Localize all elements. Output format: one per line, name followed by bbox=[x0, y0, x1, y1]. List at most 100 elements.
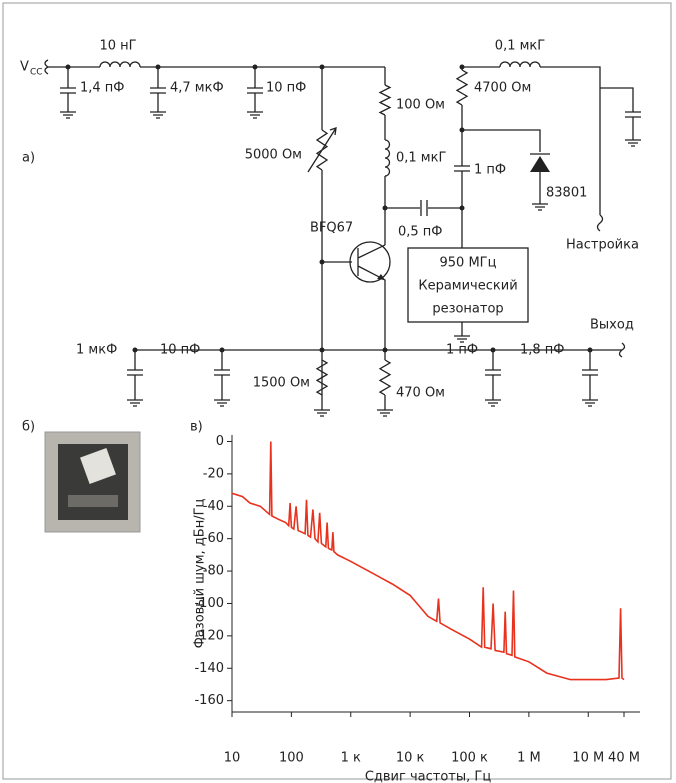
label: Настройка bbox=[566, 238, 639, 253]
ground bbox=[582, 394, 598, 407]
x-tick-label: 10 к bbox=[396, 751, 425, 766]
y-tick-label: -160 bbox=[194, 693, 224, 708]
capacitor bbox=[420, 200, 428, 216]
x-tick-label: 10 М bbox=[572, 751, 604, 766]
label: 0,1 мкГ bbox=[495, 39, 545, 54]
y-tick-label: -60 bbox=[203, 531, 224, 546]
ground bbox=[150, 106, 166, 119]
emitter-arrow bbox=[377, 274, 385, 280]
vcc-sub: CC bbox=[30, 68, 43, 78]
ground bbox=[625, 134, 641, 147]
ground bbox=[314, 404, 330, 417]
squiggle bbox=[596, 214, 604, 232]
label: 5000 Ом bbox=[245, 148, 302, 163]
y-tick-label: -140 bbox=[194, 661, 224, 676]
x-tick-label: 100 bbox=[279, 751, 304, 766]
photo bbox=[44, 431, 141, 533]
wire bbox=[600, 87, 634, 134]
inductor bbox=[99, 61, 141, 68]
ground bbox=[214, 394, 230, 407]
junction bbox=[132, 347, 138, 353]
label: 1 мкФ bbox=[76, 343, 117, 358]
label: 100 Ом bbox=[396, 98, 445, 113]
label: 0,5 пФ bbox=[398, 225, 443, 240]
label: 10 пФ bbox=[266, 81, 306, 96]
label: Выход bbox=[590, 318, 634, 333]
y-tick-label: -100 bbox=[194, 596, 224, 611]
resistor bbox=[315, 359, 329, 396]
resistor bbox=[455, 69, 469, 106]
resistor bbox=[378, 359, 392, 396]
label: 1500 Ом bbox=[253, 376, 310, 391]
y-tick-label: 0 bbox=[216, 434, 224, 449]
ground bbox=[60, 106, 76, 119]
label: 4,7 мкФ bbox=[170, 81, 224, 96]
diode bbox=[530, 156, 550, 172]
wire bbox=[462, 66, 601, 215]
capacitor bbox=[454, 165, 470, 172]
capacitor bbox=[127, 369, 143, 376]
label: 83801 bbox=[546, 186, 587, 201]
ground bbox=[485, 394, 501, 407]
capacitor bbox=[582, 369, 598, 376]
junction bbox=[490, 347, 496, 353]
vcc: V bbox=[20, 60, 29, 75]
panel-label: а) bbox=[22, 151, 35, 166]
label: 10 нГ bbox=[99, 39, 136, 54]
photo-label: б) bbox=[22, 420, 35, 435]
label: Керамический bbox=[418, 279, 517, 294]
label: 470 Ом bbox=[396, 386, 445, 401]
y-tick-label: -120 bbox=[194, 628, 224, 643]
label: 0,1 мкГ bbox=[396, 151, 446, 166]
photo-part bbox=[68, 495, 118, 507]
photo-resonator bbox=[80, 448, 116, 484]
x-tick-label: 1 к bbox=[341, 751, 361, 766]
wire bbox=[462, 129, 541, 198]
x-tick-label: 100 к bbox=[451, 751, 488, 766]
junction bbox=[587, 347, 593, 353]
y-axis-label: Фазовый шум, дБн/Гц bbox=[193, 498, 208, 648]
junction bbox=[65, 64, 71, 70]
junction bbox=[155, 64, 161, 70]
wire bbox=[357, 244, 386, 350]
squiggle bbox=[618, 342, 626, 358]
label: 1 пФ bbox=[474, 163, 506, 178]
chart: 0 -20 -40 -60 -80 -100 -120 -140 -160 10 100 1 к 10 … bbox=[193, 434, 640, 783]
y-tick-label: -80 bbox=[203, 564, 224, 579]
transistor bbox=[349, 241, 391, 283]
resonator-box bbox=[407, 247, 529, 323]
capacitor bbox=[60, 87, 76, 94]
x-tick-label: 40 М bbox=[608, 751, 640, 766]
label: 4700 Ом bbox=[474, 81, 531, 96]
capacitor bbox=[485, 369, 501, 376]
label: BFQ67 bbox=[310, 221, 353, 236]
label: резонатор bbox=[432, 302, 503, 317]
inductor bbox=[499, 61, 541, 68]
ground bbox=[127, 394, 143, 407]
label: 1,4 пФ bbox=[80, 81, 125, 96]
junction bbox=[219, 347, 225, 353]
capacitor bbox=[625, 111, 641, 118]
noise-line bbox=[231, 441, 625, 681]
capacitor bbox=[214, 369, 230, 376]
capacitor bbox=[150, 87, 166, 94]
x-tick-label: 1 М bbox=[517, 751, 541, 766]
ground bbox=[247, 106, 263, 119]
panel-label: в) bbox=[190, 420, 203, 435]
squiggle bbox=[44, 59, 50, 75]
ground bbox=[454, 330, 470, 343]
ground bbox=[377, 404, 393, 417]
circuit: V CC а) 10 нГ 1,4 пФ 4,7 мкФ 10 пФ 0,1 м… bbox=[20, 39, 641, 417]
resistor bbox=[378, 84, 392, 116]
ground bbox=[532, 198, 548, 211]
arrow bbox=[307, 127, 337, 173]
inductor bbox=[384, 139, 391, 177]
capacitor bbox=[247, 87, 263, 94]
junction bbox=[252, 64, 258, 70]
x-tick-label: 10 bbox=[224, 751, 241, 766]
y-tick-label: -20 bbox=[203, 466, 224, 481]
x-axis-label: Сдвиг частоты, Гц bbox=[365, 770, 491, 783]
junction bbox=[459, 205, 465, 211]
